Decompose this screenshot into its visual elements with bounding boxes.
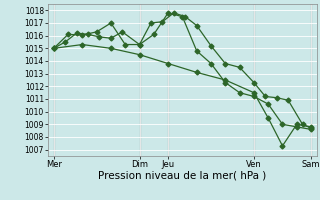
X-axis label: Pression niveau de la mer( hPa ): Pression niveau de la mer( hPa ) [98,171,267,181]
